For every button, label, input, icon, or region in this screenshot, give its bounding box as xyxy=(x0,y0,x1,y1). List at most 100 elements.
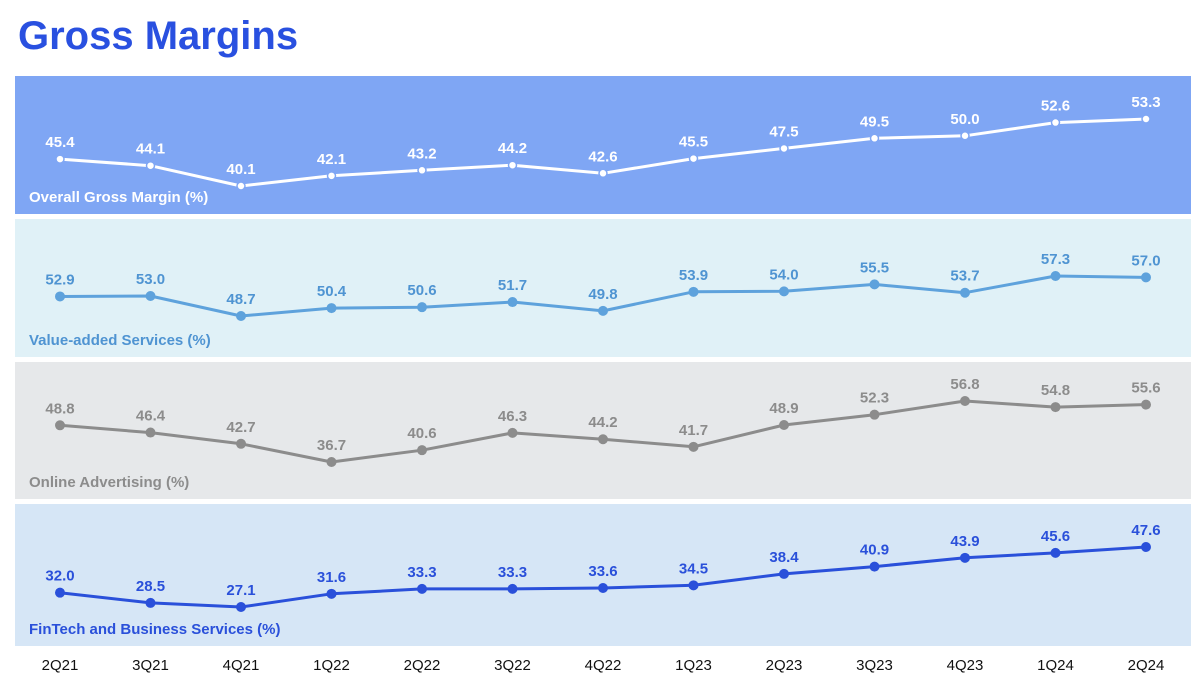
data-label: 55.5 xyxy=(860,259,889,276)
x-tick-label: 4Q22 xyxy=(585,657,622,674)
page-title: Gross Margins xyxy=(18,14,299,58)
data-label: 40.9 xyxy=(860,542,889,559)
series-label-online-ads: Online Advertising (%) xyxy=(29,474,190,491)
data-label: 33.6 xyxy=(588,563,617,580)
data-point xyxy=(1050,271,1061,281)
data-label: 38.4 xyxy=(769,549,799,566)
data-label: 42.6 xyxy=(588,148,617,165)
data-label: 52.6 xyxy=(1041,98,1070,115)
data-label: 46.4 xyxy=(136,408,166,425)
data-point xyxy=(1141,114,1151,124)
data-point xyxy=(1141,272,1151,283)
data-label: 49.5 xyxy=(860,113,889,130)
data-label: 54.0 xyxy=(769,266,798,283)
data-point xyxy=(417,583,427,594)
data-label: 50.6 xyxy=(407,282,436,299)
data-point xyxy=(1141,399,1151,410)
data-label: 56.8 xyxy=(950,376,979,393)
x-tick-label: 2Q22 xyxy=(404,657,441,674)
data-label: 28.5 xyxy=(136,578,165,595)
data-point xyxy=(779,286,789,297)
data-label: 57.0 xyxy=(1131,252,1160,269)
data-point xyxy=(236,602,246,612)
data-label: 48.9 xyxy=(769,400,798,417)
x-tick-label: 1Q24 xyxy=(1037,657,1074,674)
data-label: 45.4 xyxy=(45,134,75,151)
data-point xyxy=(145,291,156,301)
series-label-vas: Value-added Services (%) xyxy=(29,332,211,349)
data-label: 36.7 xyxy=(317,437,346,454)
data-label: 45.5 xyxy=(679,134,708,151)
series-label-fintech: FinTech and Business Services (%) xyxy=(29,621,281,638)
data-label: 48.8 xyxy=(45,400,74,417)
data-label: 53.0 xyxy=(136,271,165,288)
data-point xyxy=(1050,547,1061,558)
data-label: 41.7 xyxy=(679,422,708,439)
data-point xyxy=(55,587,65,598)
data-point xyxy=(1050,117,1061,128)
data-point xyxy=(1141,542,1151,552)
data-label: 44.2 xyxy=(588,414,617,431)
data-label: 52.9 xyxy=(45,271,74,288)
data-label: 55.6 xyxy=(1131,380,1160,397)
data-point xyxy=(507,160,518,170)
data-point xyxy=(55,154,65,164)
data-point xyxy=(417,445,427,456)
data-point xyxy=(869,561,880,572)
x-tick-label: 3Q22 xyxy=(494,657,531,674)
data-point xyxy=(688,441,699,452)
data-label: 42.7 xyxy=(226,419,255,436)
data-point xyxy=(779,568,789,579)
data-label: 46.3 xyxy=(498,408,527,425)
data-label: 43.2 xyxy=(407,145,436,162)
data-label: 47.5 xyxy=(769,123,798,140)
data-point xyxy=(598,168,608,179)
data-point xyxy=(960,396,970,406)
x-tick-label: 4Q21 xyxy=(223,657,260,674)
data-label: 27.1 xyxy=(226,582,255,599)
data-point xyxy=(960,287,970,298)
data-point xyxy=(55,291,65,302)
data-label: 42.1 xyxy=(317,151,346,168)
panel-overall-gross-margin: Overall Gross Margin (%) xyxy=(15,76,1191,214)
x-tick-label: 2Q21 xyxy=(42,657,79,674)
data-label: 33.3 xyxy=(498,564,527,581)
data-label: 44.2 xyxy=(498,140,527,157)
x-tick-label: 3Q21 xyxy=(132,657,169,674)
data-point xyxy=(779,419,789,430)
data-label: 50.0 xyxy=(950,111,979,128)
data-point xyxy=(236,311,246,321)
data-point xyxy=(145,427,156,438)
data-label: 53.9 xyxy=(679,267,708,284)
panel-fintech: FinTech and Business Services (%) xyxy=(15,504,1191,646)
data-label: 44.1 xyxy=(136,141,165,158)
data-point xyxy=(869,279,880,290)
data-label: 43.9 xyxy=(950,533,979,550)
data-point xyxy=(598,582,608,593)
data-label: 33.3 xyxy=(407,564,436,581)
data-point xyxy=(960,552,970,563)
data-point xyxy=(869,133,880,144)
x-tick-label: 2Q23 xyxy=(766,657,803,674)
data-point xyxy=(326,171,337,181)
data-point xyxy=(598,305,608,316)
data-point xyxy=(507,583,518,594)
data-point xyxy=(1050,402,1061,413)
x-tick-label: 1Q22 xyxy=(313,657,350,674)
data-point xyxy=(598,434,608,445)
data-point xyxy=(55,420,65,431)
data-label: 57.3 xyxy=(1041,251,1070,268)
data-point xyxy=(779,143,789,154)
data-point xyxy=(326,457,337,467)
series-label-overall: Overall Gross Margin (%) xyxy=(29,189,209,206)
data-label: 31.6 xyxy=(317,569,346,586)
data-label: 53.3 xyxy=(1131,94,1160,111)
data-point xyxy=(236,438,246,449)
data-point xyxy=(326,303,337,314)
data-label: 50.4 xyxy=(317,283,347,300)
x-tick-label: 4Q23 xyxy=(947,657,984,674)
data-label: 40.1 xyxy=(226,161,255,178)
x-tick-label: 3Q23 xyxy=(856,657,893,674)
data-point xyxy=(417,165,427,176)
